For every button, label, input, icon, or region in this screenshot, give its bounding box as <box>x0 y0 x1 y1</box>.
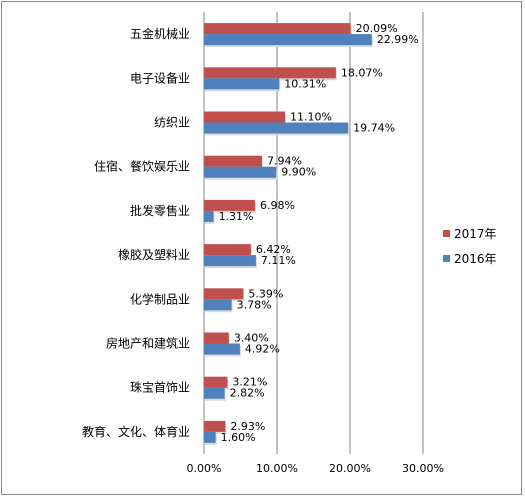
bar-2016 <box>204 431 216 443</box>
category-label: 纺织业 <box>154 116 190 130</box>
category-label: 五金机械业 <box>130 26 190 41</box>
bar-2017 <box>204 199 255 211</box>
x-tick-label: 0.00% <box>187 462 222 475</box>
bar-2017 <box>204 244 251 256</box>
bar-2016 <box>204 210 214 222</box>
bar-2016 <box>204 387 225 399</box>
data-label: 6.42% <box>256 243 291 256</box>
category-label: 橡胶及塑料业 <box>118 247 190 262</box>
data-label: 3.21% <box>232 376 267 389</box>
data-label: 9.90% <box>281 166 316 179</box>
bar-2016 <box>204 122 349 134</box>
data-label: 3.40% <box>234 332 269 345</box>
data-label: 3.78% <box>237 298 272 311</box>
bar-2017 <box>204 332 229 344</box>
legend-swatch-2016 <box>443 255 450 262</box>
category-label: 批发零售业 <box>130 203 190 218</box>
bar-2016 <box>204 255 256 267</box>
data-label: 6.98% <box>260 199 295 212</box>
bar-2016 <box>204 166 277 178</box>
legend-swatch-2017 <box>443 230 450 237</box>
data-label: 4.92% <box>245 343 280 356</box>
data-label: 10.31% <box>284 77 326 90</box>
legend-label: 2016年 <box>454 252 497 266</box>
bar-2017 <box>204 155 262 167</box>
bar-2016 <box>204 34 372 46</box>
data-label: 1.31% <box>219 210 254 223</box>
data-label: 5.39% <box>248 287 283 300</box>
legend-label: 2017年 <box>454 227 497 241</box>
bar-2016 <box>204 78 280 90</box>
data-label: 19.74% <box>353 122 395 135</box>
data-label: 20.09% <box>356 22 398 35</box>
data-label: 7.11% <box>261 254 296 267</box>
category-label: 住宿、餐饮娱乐业 <box>94 159 190 174</box>
data-label: 22.99% <box>377 33 419 46</box>
category-label: 教育、文化、体育业 <box>82 424 190 439</box>
category-label: 珠宝首饰业 <box>130 381 190 395</box>
bar-2017 <box>204 67 336 79</box>
data-label: 1.60% <box>221 431 256 444</box>
bar-2016 <box>204 343 240 355</box>
data-label: 2.82% <box>230 387 265 400</box>
bar-2016 <box>204 299 232 311</box>
x-tick-label: 20.00% <box>329 462 371 475</box>
data-label: 2.93% <box>230 420 265 433</box>
bar-2017 <box>204 23 351 35</box>
data-label: 11.10% <box>290 111 332 124</box>
x-tick-label: 10.00% <box>256 462 298 475</box>
bar-2017 <box>204 376 228 388</box>
category-label: 电子设备业 <box>130 71 190 85</box>
bar-2017 <box>204 111 286 123</box>
data-label: 18.07% <box>341 66 383 79</box>
data-label: 7.94% <box>267 155 302 168</box>
bar-2017 <box>204 288 244 300</box>
category-label: 化学制品业 <box>130 291 190 306</box>
bar-2017 <box>204 420 226 432</box>
category-label: 房地产和建筑业 <box>106 336 190 351</box>
x-tick-label: 30.00% <box>402 462 444 475</box>
